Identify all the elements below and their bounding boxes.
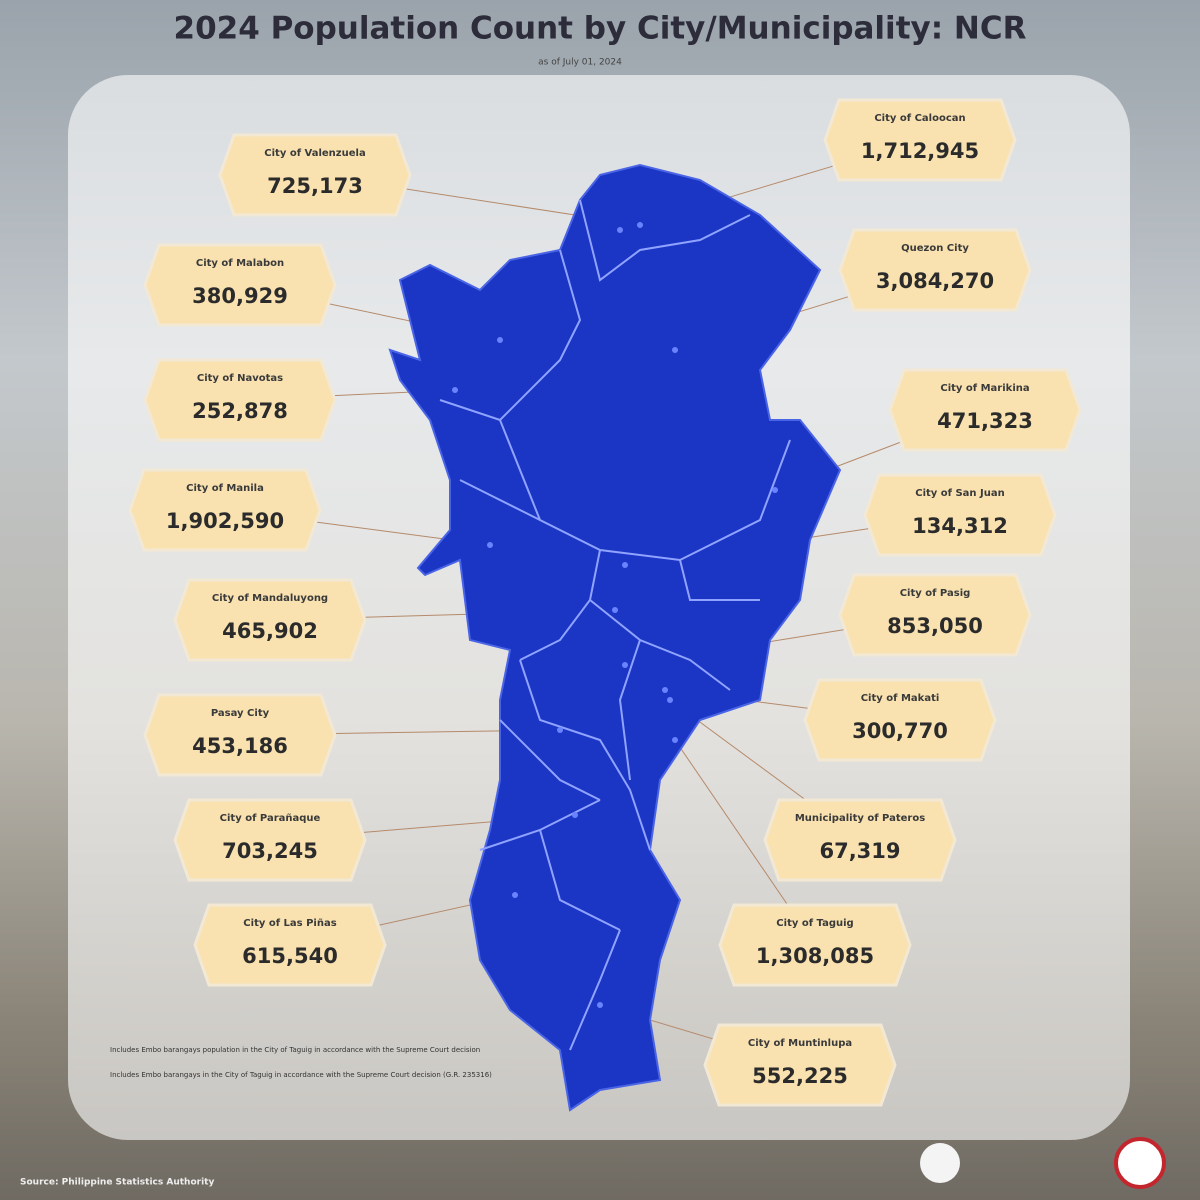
city-name: City of San Juan (915, 488, 1005, 499)
callouts: City of Valenzuela 725,173 City of Malabon… (128, 98, 1082, 1107)
population-value: 300,770 (852, 719, 948, 743)
map-point (672, 347, 678, 353)
callout-box (193, 903, 387, 987)
callout-box (863, 473, 1057, 557)
population-value: 465,902 (222, 619, 318, 643)
population-value: 252,878 (192, 399, 288, 423)
boundaries (439, 199, 791, 1051)
population-value: 725,173 (267, 174, 363, 198)
city-name: City of Mandaluyong (212, 593, 328, 604)
callout-box (718, 903, 912, 987)
callout-box (143, 358, 337, 442)
callout-box (173, 578, 367, 662)
city-name: City of Valenzuela (264, 148, 365, 159)
logo (1114, 1137, 1166, 1189)
callout-box (823, 98, 1017, 182)
city-name: City of Taguig (776, 918, 853, 929)
callout-box (838, 228, 1032, 312)
population-value: 453,186 (192, 734, 288, 758)
footnote: Includes Embo barangays population in th… (110, 1046, 480, 1054)
map-point (772, 487, 778, 493)
callout-box (128, 468, 322, 552)
ncr-map (388, 163, 842, 1112)
population-value: 471,323 (937, 409, 1033, 433)
callout-box (703, 1023, 897, 1107)
title: 2024 Population Count by City/Municipali… (174, 11, 1027, 47)
callout-box (888, 368, 1082, 452)
city-name: Pasay City (211, 708, 270, 719)
city-name: City of Manila (186, 483, 264, 494)
map-point (487, 542, 493, 548)
map-point (667, 697, 673, 703)
city-name: City of Muntinlupa (748, 1038, 852, 1049)
map-point (452, 387, 458, 393)
population-value: 380,929 (192, 284, 288, 308)
city-name: Municipality of Pateros (795, 813, 925, 824)
logo (920, 1143, 960, 1183)
map-point (617, 227, 623, 233)
city-name: City of Marikina (940, 383, 1029, 394)
map-point (497, 337, 503, 343)
population-value: 1,902,590 (166, 509, 284, 533)
city-name: City of Parañaque (220, 813, 321, 824)
callout-box (143, 693, 337, 777)
population-value: 552,225 (752, 1064, 848, 1088)
map-point (622, 662, 628, 668)
map-point (672, 737, 678, 743)
map-point (662, 687, 668, 693)
map-point (637, 222, 643, 228)
population-value: 615,540 (242, 944, 338, 968)
subtitle: as of July 01, 2024 (538, 58, 622, 68)
population-value: 3,084,270 (876, 269, 994, 293)
city-name: City of Makati (861, 693, 940, 704)
map-point (557, 727, 563, 733)
footnote: Includes Embo barangays in the City of T… (110, 1071, 492, 1079)
map-point (622, 562, 628, 568)
source: Source: Philippine Statistics Authority (20, 1178, 214, 1188)
map-point (612, 607, 618, 613)
city-name: Quezon City (901, 243, 969, 254)
callout-box (803, 678, 997, 762)
map-point (572, 812, 578, 818)
city-name: City of Navotas (197, 373, 283, 384)
map-point (597, 1002, 603, 1008)
population-value: 1,712,945 (861, 139, 979, 163)
city-name: City of Pasig (900, 588, 971, 599)
city-name: City of Malabon (196, 258, 284, 269)
city-name: City of Caloocan (874, 113, 965, 124)
population-value: 703,245 (222, 839, 318, 863)
callout-box (838, 573, 1032, 657)
population-value: 67,319 (819, 839, 900, 863)
callout-box (173, 798, 367, 882)
population-value: 134,312 (912, 514, 1008, 538)
callout-box (763, 798, 957, 882)
map-point (512, 892, 518, 898)
callout-box (218, 133, 412, 217)
population-value: 853,050 (887, 614, 983, 638)
callout-box (143, 243, 337, 327)
city-name: City of Las Piñas (243, 918, 336, 929)
population-value: 1,308,085 (756, 944, 874, 968)
